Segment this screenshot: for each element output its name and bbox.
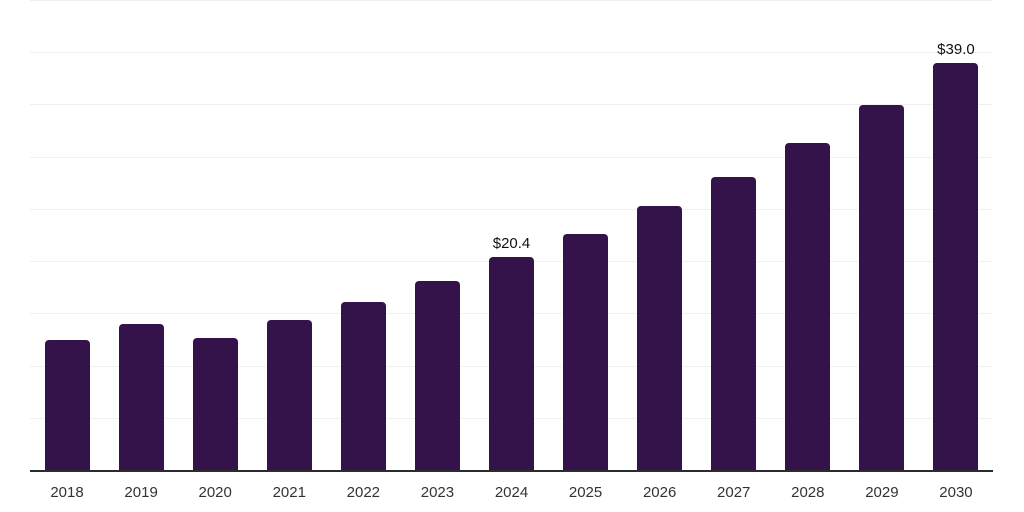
bar-2021 — [266, 319, 312, 470]
value-label-2024: $20.4 — [492, 234, 531, 252]
gridline-40 — [30, 52, 993, 54]
bar-2019 — [118, 323, 164, 470]
bar-2023 — [414, 280, 460, 470]
bar-2024 — [489, 256, 534, 470]
bar-2028 — [785, 143, 831, 470]
bar-2025 — [563, 233, 609, 470]
x-axis-line — [30, 470, 993, 472]
x-tick-2019: 2019 — [124, 484, 158, 501]
x-tick-2023: 2023 — [420, 484, 455, 501]
bar-2029 — [859, 105, 905, 470]
x-tick-2024: 2024 — [494, 484, 529, 501]
bar-2030 — [933, 62, 979, 470]
x-tick-2030: 2030 — [939, 484, 973, 501]
gridline-25 — [30, 208, 993, 210]
bar-2018 — [44, 340, 90, 470]
x-tick-2021: 2021 — [272, 484, 306, 501]
gridline-30 — [30, 156, 993, 158]
x-tick-2029: 2029 — [865, 484, 899, 501]
x-tick-2027: 2027 — [717, 484, 751, 501]
gridline-35 — [30, 104, 993, 106]
x-tick-2022: 2022 — [346, 484, 381, 501]
gridline-45 — [30, 0, 993, 1]
x-tick-2018: 2018 — [50, 484, 84, 501]
x-tick-2026: 2026 — [642, 484, 677, 501]
x-tick-2025: 2025 — [568, 484, 603, 501]
bar-2026 — [637, 205, 683, 470]
bar-2022 — [340, 301, 386, 470]
x-tick-2020: 2020 — [198, 484, 232, 501]
bar-2020 — [192, 338, 238, 470]
x-tick-2028: 2028 — [791, 484, 825, 501]
value-label-2030: $39.0 — [937, 40, 975, 58]
bar-2027 — [711, 176, 757, 470]
